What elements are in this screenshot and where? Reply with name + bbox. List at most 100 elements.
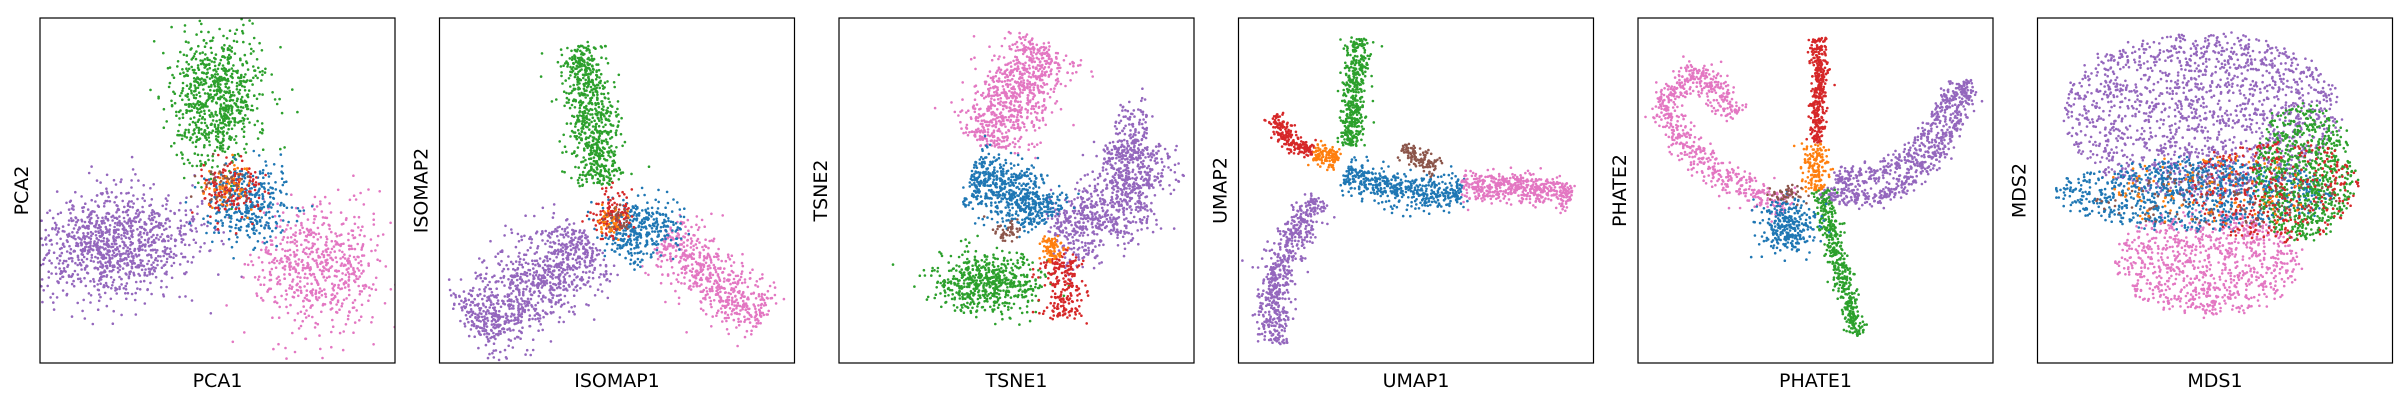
data-point	[127, 276, 131, 280]
data-point	[201, 104, 205, 108]
data-point	[537, 275, 540, 279]
data-point	[351, 306, 355, 310]
data-point	[73, 269, 77, 273]
data-point	[96, 204, 100, 207]
data-point	[489, 294, 493, 297]
data-point	[345, 297, 348, 300]
data-point	[68, 244, 71, 248]
data-point	[207, 136, 211, 139]
data-point	[476, 304, 480, 307]
data-point	[130, 200, 133, 203]
data-point	[208, 192, 211, 196]
data-point	[575, 242, 578, 246]
data-point	[364, 283, 367, 287]
data-point	[609, 155, 612, 159]
data-point	[547, 234, 551, 238]
data-point	[215, 92, 219, 95]
data-point	[571, 264, 575, 268]
data-point	[481, 329, 485, 333]
data-point	[280, 294, 283, 298]
data-point	[82, 206, 86, 209]
data-point	[230, 161, 233, 164]
data-point	[296, 249, 299, 252]
data-point	[360, 272, 363, 275]
data-point	[185, 60, 188, 64]
data-point	[28, 245, 31, 248]
data-point	[106, 219, 110, 222]
data-point	[89, 244, 92, 247]
data-point	[609, 177, 613, 180]
data-point	[101, 230, 104, 234]
data-point	[252, 212, 256, 215]
data-point	[125, 192, 128, 195]
data-point	[253, 195, 257, 198]
data-point	[254, 176, 258, 179]
data-point	[143, 238, 147, 242]
data-point	[89, 259, 93, 263]
data-point	[568, 253, 571, 257]
data-point	[24, 252, 27, 255]
data-point	[313, 326, 317, 329]
data-point	[590, 64, 594, 68]
data-point	[518, 329, 521, 333]
data-point	[282, 235, 286, 239]
data-point	[67, 232, 71, 236]
data-point	[580, 178, 584, 182]
data-point	[331, 258, 334, 262]
data-point	[601, 102, 604, 106]
data-point	[569, 85, 572, 88]
data-point	[173, 211, 176, 215]
data-point	[208, 113, 211, 117]
data-point	[715, 314, 718, 318]
data-point	[233, 32, 237, 35]
data-point	[132, 229, 135, 232]
data-point	[578, 106, 582, 110]
data-point	[86, 264, 89, 268]
data-point	[347, 314, 350, 318]
data-point	[161, 250, 165, 253]
data-point	[534, 273, 538, 277]
data-point	[570, 306, 573, 309]
data-point	[248, 236, 251, 239]
data-point	[295, 253, 298, 257]
data-point	[289, 261, 292, 265]
data-point	[368, 294, 372, 297]
data-point	[227, 69, 230, 73]
data-point	[714, 268, 717, 272]
data-point	[484, 286, 488, 289]
data-point	[84, 245, 88, 248]
data-point	[357, 215, 361, 219]
data-point	[600, 92, 603, 96]
data-point	[588, 128, 591, 131]
data-point	[143, 273, 146, 277]
data-point	[210, 131, 213, 135]
data-point	[138, 244, 141, 248]
data-point	[314, 215, 318, 218]
data-point	[205, 63, 209, 67]
data-point	[50, 243, 54, 246]
data-point	[203, 45, 207, 48]
data-point	[124, 292, 127, 295]
data-point	[91, 248, 95, 252]
data-point	[551, 296, 554, 300]
data-point	[517, 240, 521, 243]
data-point	[577, 92, 581, 95]
data-point	[544, 269, 548, 272]
data-point	[594, 247, 598, 250]
data-point	[589, 173, 592, 176]
data-point	[191, 68, 195, 72]
data-point	[208, 140, 211, 143]
data-point	[215, 212, 218, 215]
data-point	[52, 308, 56, 311]
data-point	[241, 32, 245, 35]
data-point	[184, 128, 187, 132]
data-point	[598, 179, 602, 183]
data-point	[566, 226, 569, 229]
data-point	[476, 314, 479, 317]
data-point	[316, 283, 320, 287]
data-point	[484, 322, 487, 326]
data-point	[227, 48, 231, 51]
data-point	[587, 63, 590, 67]
data-point	[559, 261, 563, 264]
data-point	[184, 213, 188, 217]
